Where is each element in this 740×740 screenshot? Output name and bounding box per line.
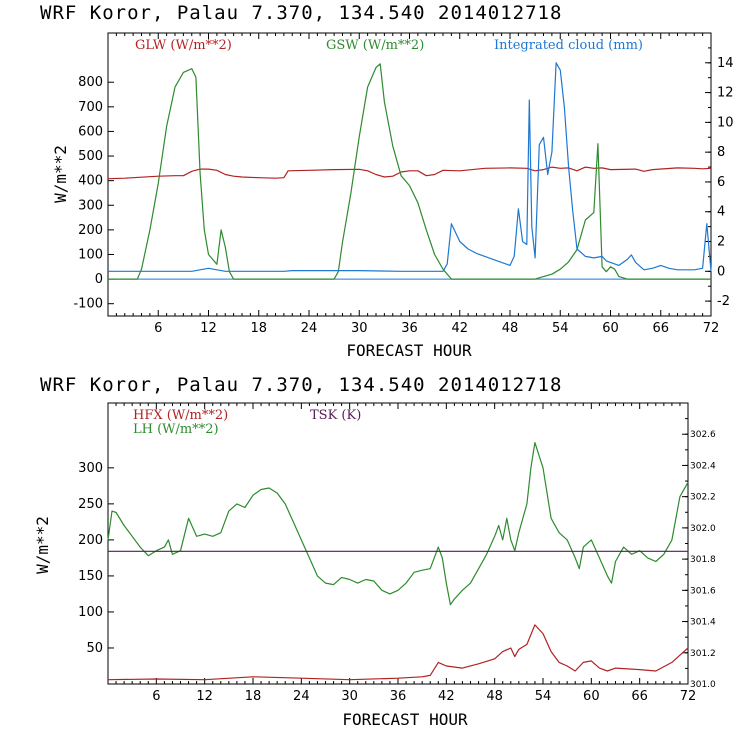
chart-bottom-legend-lh: LH (W/m**2) [133,422,219,437]
series-line-3 [108,62,712,272]
y2-tick-label: 302.0 [690,524,716,534]
y2-tick-label: 301.2 [690,649,716,659]
chart-top-legend-glw: GLW (W/m**2) [135,38,232,53]
chart-top-y2-ticks: -2 0 2 4 6 8 10 12 14 [705,32,734,317]
x-tick-label: 66 [652,321,669,336]
x-tick-label: 30 [341,689,358,704]
x-tick-label: 24 [301,321,318,336]
chart-top-plot-frame [107,32,712,317]
y-tick-label: 200 [78,533,103,548]
series-line-1 [107,166,712,180]
y-tick-label: 500 [78,149,103,164]
y2-tick-label: 302.2 [690,493,716,503]
x-tick-label: 36 [401,321,418,336]
y-tick-label: 150 [78,569,103,584]
y2-tick-label: 2 [717,235,725,250]
x-tick-label: 18 [245,689,262,704]
chart-bottom-plot-frame [107,402,689,685]
y2-tick-label: 301.0 [690,680,716,690]
x-tick-label: 12 [196,689,213,704]
x-tick-label: 6 [154,321,162,336]
y-tick-label: 300 [78,461,103,476]
y-tick-label: 250 [78,497,103,512]
y-tick-label: 800 [78,75,103,90]
chart-top-title: WRF Koror, Palau 7.370, 134.540 20140127… [40,2,562,24]
x-tick-label: 66 [631,689,648,704]
x-tick-label: 60 [583,689,600,704]
chart-bottom-y2-ticks: 301.0 301.2 301.4 301.6 301.8 302.0 302.2 302.4… [682,418,716,690]
y2-tick-label: 8 [717,145,725,160]
x-tick-label: 48 [502,321,519,336]
x-tick-label: 30 [351,321,368,336]
x-tick-label: 54 [535,689,552,704]
y-tick-label: -100 [73,297,103,312]
y2-tick-label: 302.6 [690,430,716,440]
x-tick-label: 12 [200,321,217,336]
x-tick-label: 48 [486,689,503,704]
x-tick-label: 72 [703,321,720,336]
chart-top: WRF Koror, Palau 7.370, 134.540 20140127… [40,2,734,360]
x-tick-label: 18 [250,321,267,336]
y-tick-label: 300 [78,198,103,213]
y2-tick-label: 12 [717,86,734,101]
series-line-2 [107,442,689,606]
chart-top-series [107,62,712,280]
x-tick-label: 36 [390,689,407,704]
chart-bottom-x-ticks: 6 12 18 24 30 36 42 48 54 60 66 72 [115,403,697,704]
chart-top-legend-gsw: GSW (W/m**2) [326,38,424,53]
chart-bottom-x-axis-title: FORECAST HOUR [342,710,468,729]
y2-tick-label: 301.6 [690,586,716,596]
chart-bottom-legend-tsk: TSK (K) [310,408,361,423]
y-tick-label: 50 [86,641,103,656]
y-tick-label: 100 [78,605,103,620]
chart-bottom-title: WRF Koror, Palau 7.370, 134.540 20140127… [40,374,562,396]
y2-tick-label: 4 [717,205,725,220]
chart-top-x-axis-title: FORECAST HOUR [346,341,472,360]
chart-bottom-legend-hfx: HFX (W/m**2) [133,408,228,423]
x-tick-label: 72 [680,689,697,704]
x-tick-label: 42 [451,321,468,336]
y2-tick-label: 14 [717,56,734,71]
chart-top-x-ticks: 6 12 18 24 30 36 42 48 54 60 66 72 [115,33,720,336]
y-tick-label: 0 [95,272,103,287]
y2-tick-label: 0 [717,264,725,279]
chart-bottom-y-axis-title: W/m**2 [33,516,52,574]
y-tick-label: 600 [78,124,103,139]
y-tick-label: 200 [78,223,103,238]
chart-top-y-axis-title: W/m**2 [51,145,70,203]
x-tick-label: 42 [438,689,455,704]
x-tick-label: 54 [552,321,569,336]
series-line-1 [107,624,689,681]
chart-bottom-series [107,442,689,681]
y2-tick-label: 6 [717,175,725,190]
y-tick-label: 400 [78,174,103,189]
y2-tick-label: 10 [717,115,734,130]
chart-top-legend-cloud: Integrated cloud (mm) [494,38,643,53]
x-tick-label: 60 [602,321,619,336]
chart-bottom: WRF Koror, Palau 7.370, 134.540 20140127… [33,374,716,729]
y2-tick-label: 301.8 [690,555,716,565]
x-tick-label: 24 [293,689,310,704]
y-tick-label: 700 [78,100,103,115]
chart-top-y-ticks: -100 0 100 200 300 400 500 600 700 800 [73,75,114,312]
chart-bottom-y-ticks: 50 100 150 200 250 300 [78,461,114,656]
y-tick-label: 100 [78,247,103,262]
y2-tick-label: -2 [717,294,730,309]
y2-tick-label: 302.4 [690,461,716,471]
x-tick-label: 6 [152,689,160,704]
series-line-2 [108,63,711,280]
y2-tick-label: 301.4 [690,618,716,628]
